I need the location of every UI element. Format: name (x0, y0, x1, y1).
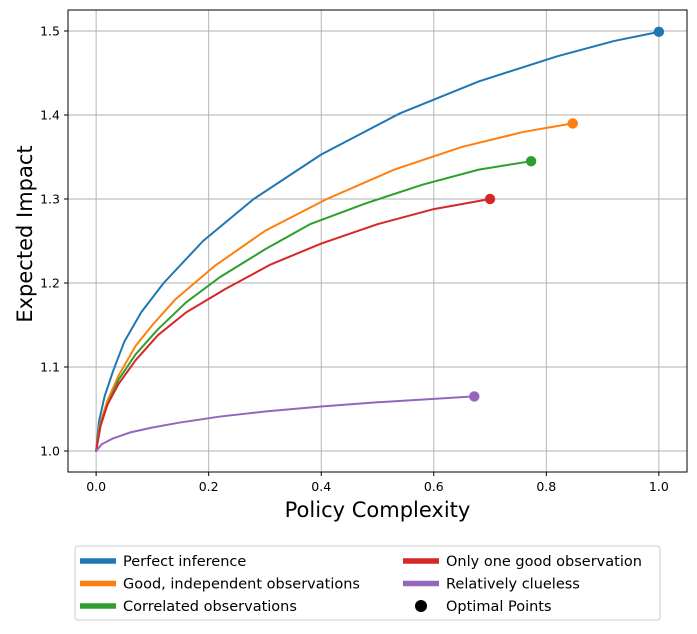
optimal-point-3 (525, 156, 537, 167)
series-line-4 (95, 198, 492, 452)
optimal-point-markers (469, 26, 665, 402)
x-tick-label: 1.0 (649, 479, 669, 494)
y-axis-title: Expected Impact (13, 145, 37, 322)
y-tick-label: 1.1 (40, 360, 60, 375)
optimal-point-4 (484, 193, 496, 205)
x-tick-label: 0.2 (199, 479, 219, 494)
x-tick-label: 0.8 (536, 479, 556, 494)
series-line-5 (95, 395, 476, 452)
y-tick-label: 1.0 (40, 444, 60, 459)
legend-label-3: Correlated observations (123, 599, 297, 615)
series-line-1 (95, 30, 660, 452)
y-tick-label: 1.5 (40, 24, 60, 39)
x-tick-label: 0.4 (311, 479, 331, 494)
y-tick-label: 1.2 (40, 276, 60, 291)
plot-area-frame (67, 9, 688, 473)
legend-label-5: Relatively clueless (446, 577, 580, 593)
y-tick-label: 1.3 (40, 192, 60, 207)
legend-label-6: Optimal Points (446, 599, 552, 615)
grid-lines (68, 10, 687, 472)
series-lines (95, 30, 660, 452)
optimal-point-5 (469, 391, 480, 402)
legend-marker-optimal (415, 600, 427, 612)
optimal-point-1 (653, 26, 665, 38)
series-line-2 (95, 122, 574, 452)
x-tick-label: 0.6 (424, 479, 444, 494)
legend-label-2: Good, independent observations (123, 577, 360, 593)
legend-box (74, 545, 661, 621)
legend: Perfect inference Good, independent obser… (74, 545, 661, 621)
optimal-point-2 (567, 118, 578, 129)
x-tick-label: 0.0 (86, 479, 106, 494)
axis-ticks: 0.0 0.2 0.4 0.6 0.8 1.0 1.0 1.1 1.2 1.3 1.4 1.5 (40, 24, 669, 495)
x-axis-title: Policy Complexity (285, 498, 471, 522)
legend-label-1: Perfect inference (123, 554, 246, 570)
legend-label-4: Only one good observation (446, 554, 642, 570)
y-tick-label: 1.4 (40, 108, 60, 123)
